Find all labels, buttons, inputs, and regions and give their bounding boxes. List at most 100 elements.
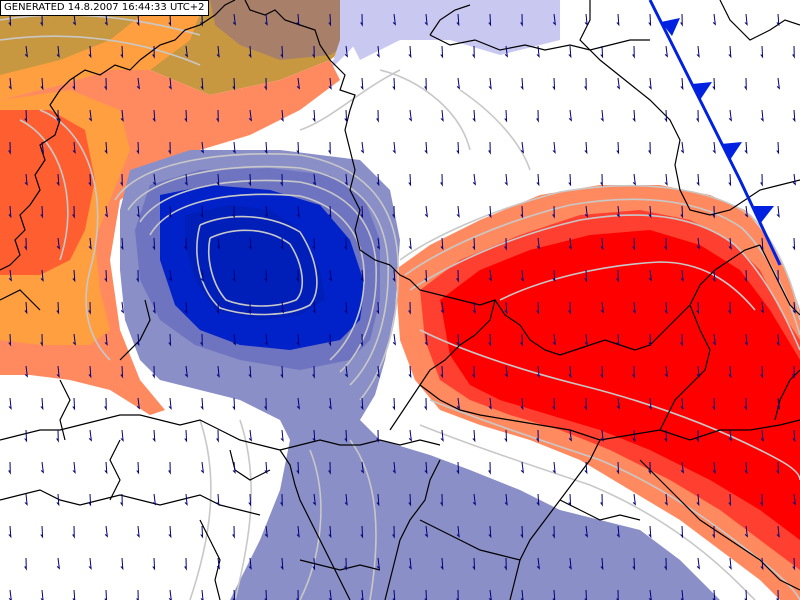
wind-arrow	[72, 525, 75, 539]
wind-arrow	[8, 333, 12, 347]
wind-arrow	[120, 365, 124, 379]
wind-arrow	[648, 525, 652, 539]
wind-arrow	[520, 333, 523, 347]
wind-arrow	[296, 461, 300, 475]
wind-arrow	[40, 141, 44, 154]
wind-arrow	[536, 45, 540, 58]
wind-arrow	[456, 13, 460, 27]
cold-front-triangle	[661, 18, 680, 36]
wind-arrow	[184, 365, 188, 378]
wind-arrow	[776, 333, 780, 347]
wind-arrow	[472, 557, 476, 571]
wind-arrow	[584, 525, 588, 538]
wind-arrow	[776, 205, 780, 218]
wind-arrow	[504, 301, 508, 315]
wind-arrow	[520, 13, 523, 27]
wind-arrow	[584, 397, 587, 411]
wind-arrow	[280, 45, 284, 59]
wind-arrow	[120, 429, 124, 442]
wind-arrow	[360, 269, 364, 282]
wind-arrow	[472, 173, 476, 186]
wind-arrow	[664, 557, 667, 571]
wind-arrow	[40, 397, 44, 411]
wind-arrow	[264, 77, 267, 91]
wind-arrow	[712, 205, 715, 219]
wind-arrow	[728, 557, 732, 570]
wind-arrow	[344, 237, 347, 251]
wind-arrow	[456, 205, 460, 218]
wind-arrow	[664, 173, 668, 186]
wind-arrow	[8, 13, 12, 27]
wind-arrow	[232, 77, 236, 91]
wind-arrow	[600, 429, 604, 442]
wind-arrow	[776, 77, 780, 90]
wind-arrow	[120, 45, 124, 59]
wind-arrow	[424, 77, 427, 91]
wind-arrow	[536, 109, 539, 123]
wind-arrow	[376, 493, 380, 507]
wind-arrow	[744, 205, 748, 218]
wind-arrow	[744, 461, 748, 475]
wind-arrow	[56, 493, 60, 507]
wind-arrow	[488, 397, 492, 410]
wind-arrow	[40, 461, 44, 474]
wind-arrow	[680, 333, 683, 347]
wind-arrow	[232, 333, 236, 346]
wind-arrow	[616, 13, 620, 27]
wind-arrow	[568, 45, 572, 59]
wind-arrow	[232, 205, 235, 219]
wind-arrow	[168, 269, 172, 282]
wind-arrow	[536, 429, 539, 443]
wind-arrow	[360, 525, 364, 539]
wind-arrow	[264, 269, 268, 283]
wind-arrow	[584, 77, 587, 91]
wind-arrow	[440, 301, 444, 314]
wind-arrow	[280, 557, 284, 571]
wind-arrow	[488, 77, 492, 90]
wind-arrow	[648, 397, 652, 410]
wind-arrow	[536, 365, 540, 378]
wind-arrow	[248, 493, 252, 507]
wind-arrow	[136, 13, 140, 27]
wind-arrow	[152, 429, 156, 443]
wind-arrow	[680, 13, 683, 27]
wind-arrow	[552, 77, 556, 91]
wind-arrow	[104, 205, 108, 218]
wind-arrow	[408, 173, 412, 187]
wind-arrow	[712, 589, 716, 600]
wind-arrow	[616, 141, 620, 155]
wind-arrow	[632, 109, 636, 123]
wind-arrow	[488, 589, 492, 600]
wind-arrow	[248, 365, 252, 379]
wind-arrow	[168, 333, 172, 347]
wind-arrow	[216, 301, 220, 315]
wind-arrow	[344, 493, 348, 506]
wind-arrow	[24, 429, 28, 443]
wind-arrow	[232, 141, 236, 154]
wind-arrow	[712, 141, 716, 154]
wind-arrow	[56, 429, 59, 443]
wind-arrow	[616, 77, 620, 90]
wind-arrow	[472, 493, 476, 506]
wind-arrow	[328, 77, 332, 90]
wind-arrow	[424, 269, 428, 283]
wind-arrow	[136, 461, 140, 475]
wind-arrow	[136, 269, 139, 283]
wind-arrow	[440, 493, 443, 507]
wind-arrow	[424, 525, 428, 538]
wind-arrow	[552, 141, 556, 154]
wind-arrow	[472, 109, 476, 123]
wind-arrow	[648, 461, 651, 475]
wind-arrow	[280, 493, 283, 507]
wind-arrow	[264, 525, 268, 538]
wind-arrow	[728, 301, 731, 315]
wind-arrow	[728, 365, 732, 379]
wind-arrow	[760, 365, 764, 379]
wind-arrow	[296, 205, 300, 218]
wind-arrow	[616, 269, 619, 283]
wind-arrow	[104, 397, 107, 411]
wind-arrow	[312, 365, 315, 379]
wind-arrow	[168, 397, 172, 410]
wind-arrow	[120, 493, 123, 507]
wind-arrow	[264, 589, 267, 600]
